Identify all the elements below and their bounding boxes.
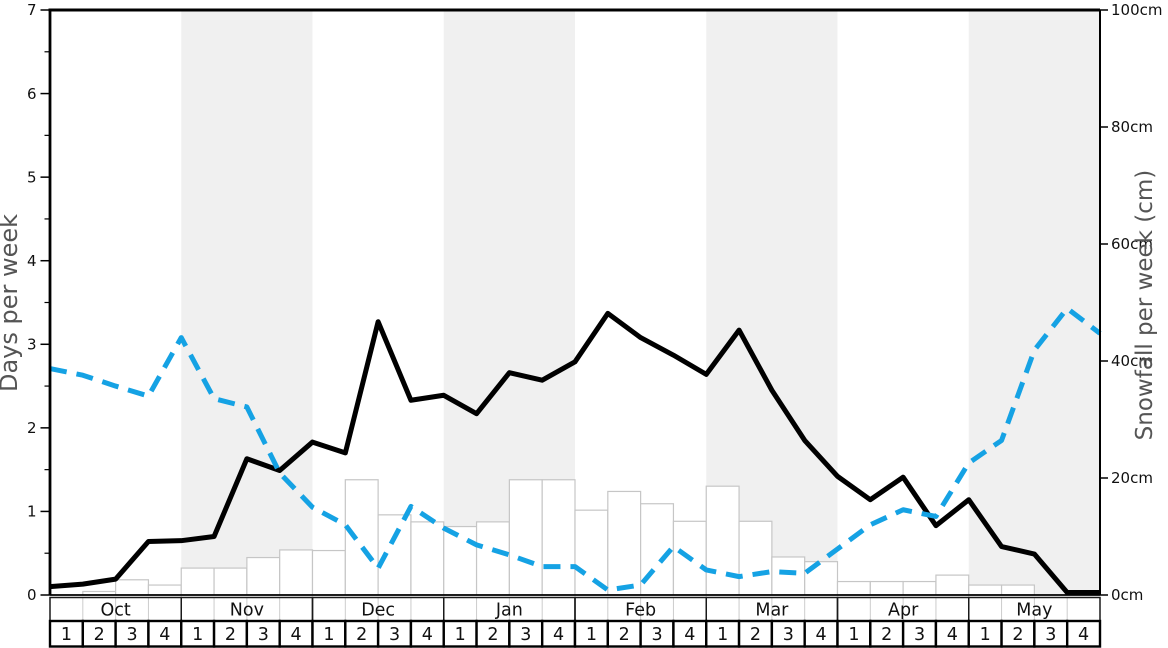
week-number-label: 3 xyxy=(520,625,531,645)
left-axis-tick-label: 5 xyxy=(27,168,37,186)
week-cell xyxy=(573,619,610,648)
week-number-label: 4 xyxy=(1078,625,1089,645)
left-axis-tick-label: 6 xyxy=(27,85,37,103)
right-axis-tick-label: 60cm xyxy=(1111,235,1153,253)
week-number-label: 2 xyxy=(1012,625,1023,645)
snowfall-bar xyxy=(1000,584,1035,596)
week-cell xyxy=(803,619,839,648)
left-axis-tick-label: 0 xyxy=(27,586,37,604)
snowfall-bar xyxy=(541,479,576,596)
days-per-week-line xyxy=(49,310,1100,595)
snowfall-bar xyxy=(311,549,346,596)
week-number-label: 1 xyxy=(717,625,728,645)
week-number-label: 1 xyxy=(848,625,859,645)
snowfall-bar xyxy=(968,584,1003,596)
week-number-label: 1 xyxy=(323,625,334,645)
snowfall-bar xyxy=(344,479,379,596)
month-label: Nov xyxy=(230,600,264,620)
snowfall-bar xyxy=(771,556,806,596)
week-number-label: 4 xyxy=(684,625,695,645)
snowfall-bar xyxy=(410,521,445,596)
week-number-label: 2 xyxy=(750,625,761,645)
right-axis-tick-label: 40cm xyxy=(1111,352,1153,370)
week-cell xyxy=(1065,619,1102,648)
week-number-label: 3 xyxy=(914,625,925,645)
right-axis-tick-label: 20cm xyxy=(1111,469,1153,487)
snowfall-bar xyxy=(279,549,314,596)
week-cell xyxy=(278,619,314,648)
snowfall-bar xyxy=(902,580,937,596)
week-number-label: 4 xyxy=(947,625,958,645)
month-label: Dec xyxy=(361,600,395,620)
week-number-label: 1 xyxy=(980,625,991,645)
week-number-label: 3 xyxy=(126,625,137,645)
month-label: Jan xyxy=(495,600,523,620)
right-axis-tick-label: 0cm xyxy=(1111,586,1143,604)
month-shade-band-may xyxy=(968,10,1100,595)
week-number-label: 3 xyxy=(258,625,269,645)
snowfall-bar xyxy=(836,580,871,596)
left-axis-tick-label: 4 xyxy=(27,252,37,270)
week-cell xyxy=(639,619,675,648)
week-number-label: 2 xyxy=(487,625,498,645)
week-number-label: 1 xyxy=(586,625,597,645)
week-number-label: 4 xyxy=(159,625,170,645)
left-axis-title: Days per week xyxy=(0,214,23,392)
month-label: Feb xyxy=(625,600,656,620)
week-number-label: 2 xyxy=(356,625,367,645)
week-cell xyxy=(934,619,970,648)
week-number-label: 3 xyxy=(389,625,400,645)
week-cell xyxy=(475,619,511,648)
snowfall-bar xyxy=(213,567,248,596)
week-number-label: 4 xyxy=(422,625,433,645)
week-number-label: 1 xyxy=(455,625,466,645)
snowfall-bar xyxy=(738,520,773,596)
week-cell xyxy=(606,619,642,648)
dashed-blue-line xyxy=(49,305,1102,593)
week-number-label: 2 xyxy=(94,625,105,645)
right-axis-tick-label: 100cm xyxy=(1111,1,1163,19)
snowfall-bar xyxy=(869,580,904,596)
snowfall-bar xyxy=(246,556,281,596)
month-label: May xyxy=(1016,600,1052,620)
right-axis-tick-label: 80cm xyxy=(1111,118,1153,136)
snowfall-bar xyxy=(475,521,510,596)
week-number-label: 3 xyxy=(1045,625,1056,645)
week-number-label: 4 xyxy=(291,625,302,645)
month-shade-band-nov xyxy=(181,10,313,595)
week-number-label: 2 xyxy=(225,625,236,645)
week-number-label: 3 xyxy=(651,625,662,645)
snowfall-bar xyxy=(508,479,543,596)
week-number-label: 2 xyxy=(619,625,630,645)
week-cell xyxy=(869,619,905,648)
snowfall-bar xyxy=(180,567,215,596)
month-label: Oct xyxy=(100,600,130,620)
month-label: Apr xyxy=(888,600,919,620)
week-number-label: 4 xyxy=(553,625,564,645)
left-axis-tick-label: 2 xyxy=(27,419,37,437)
snowfall-bar xyxy=(115,579,150,596)
week-number-label: 3 xyxy=(783,625,794,645)
week-cell xyxy=(672,619,708,648)
week-cell xyxy=(770,619,806,648)
week-cell xyxy=(442,619,478,648)
snowfall-bar xyxy=(443,525,478,596)
snowfall-bar xyxy=(147,584,182,596)
week-number-label: 1 xyxy=(61,625,72,645)
left-axis-tick-label: 3 xyxy=(27,335,37,353)
snowfall-bar xyxy=(574,509,609,596)
week-cell xyxy=(508,619,544,648)
week-number-label: 4 xyxy=(816,625,827,645)
right-axis-title: Snowfall per week (cm) xyxy=(1132,170,1158,441)
snowfall-bar xyxy=(607,490,642,596)
snowfall-bar xyxy=(705,485,740,596)
left-axis-tick-label: 1 xyxy=(27,503,37,521)
left-axis-tick-label: 7 xyxy=(27,1,37,19)
month-label: Mar xyxy=(755,600,789,620)
week-number-label: 2 xyxy=(881,625,892,645)
snowfall-bar xyxy=(935,574,970,596)
week-number-label: 1 xyxy=(192,625,203,645)
